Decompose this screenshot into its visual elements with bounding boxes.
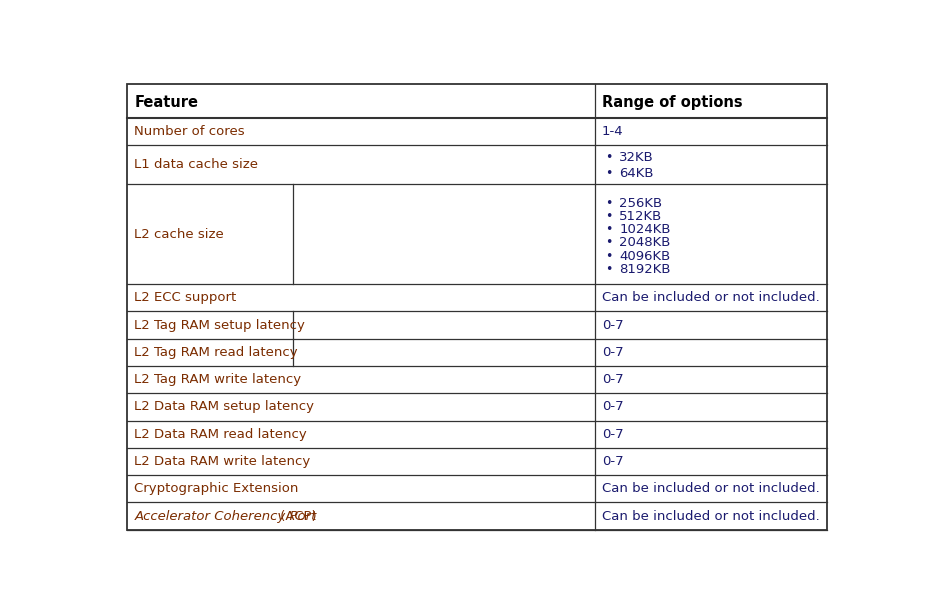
Text: L2 Tag RAM setup latency: L2 Tag RAM setup latency [134,318,305,332]
Text: 2048KB: 2048KB [619,236,670,250]
Text: •: • [605,236,613,250]
Bar [128,312,827,339]
Text: L2 Tag RAM read latency: L2 Tag RAM read latency [134,346,298,359]
Bar [128,284,827,312]
Text: L2 Data RAM setup latency: L2 Data RAM setup latency [134,400,315,414]
Text: (ACP): (ACP) [276,510,317,523]
Text: 0-7: 0-7 [602,455,624,468]
Text: 256KB: 256KB [619,197,662,210]
Bar [128,84,827,118]
Text: Range of options: Range of options [602,95,743,110]
Text: Cryptographic Extension: Cryptographic Extension [134,482,299,495]
Bar [128,366,827,393]
Bar [128,339,827,366]
Text: L1 data cache size: L1 data cache size [134,159,259,171]
Text: •: • [605,263,613,276]
Text: 32KB: 32KB [619,151,654,164]
Bar [128,393,827,420]
Text: Feature: Feature [134,95,198,110]
Bar [128,502,827,529]
Bar [128,475,827,502]
Text: L2 Tag RAM write latency: L2 Tag RAM write latency [134,373,302,386]
Text: •: • [605,167,613,180]
Text: 0-7: 0-7 [602,346,624,359]
Text: •: • [605,223,613,236]
Text: L2 ECC support: L2 ECC support [134,291,236,305]
Text: 4096KB: 4096KB [619,250,670,263]
Text: 0-7: 0-7 [602,428,624,441]
Text: 0-7: 0-7 [602,400,624,414]
Text: 8192KB: 8192KB [619,263,670,276]
Text: 0-7: 0-7 [602,373,624,386]
Text: •: • [605,210,613,223]
Text: L2 cache size: L2 cache size [134,228,224,241]
Text: Number of cores: Number of cores [134,125,245,138]
Bar [128,420,827,448]
Text: Can be included or not included.: Can be included or not included. [602,510,819,523]
Bar [128,118,827,145]
Text: •: • [605,197,613,210]
Bar [128,185,827,284]
Text: 1-4: 1-4 [602,125,624,138]
Bar [128,448,827,475]
Text: 512KB: 512KB [619,210,663,223]
Text: 0-7: 0-7 [602,318,624,332]
Text: 64KB: 64KB [619,167,654,180]
Text: L2 Data RAM read latency: L2 Data RAM read latency [134,428,307,441]
Text: Can be included or not included.: Can be included or not included. [602,291,819,305]
Text: Can be included or not included.: Can be included or not included. [602,482,819,495]
Text: Accelerator Coherency Port: Accelerator Coherency Port [134,510,317,523]
Text: L2 Data RAM write latency: L2 Data RAM write latency [134,455,311,468]
Text: •: • [605,250,613,263]
Text: 1024KB: 1024KB [619,223,670,236]
Bar [128,145,827,185]
Text: •: • [605,151,613,164]
